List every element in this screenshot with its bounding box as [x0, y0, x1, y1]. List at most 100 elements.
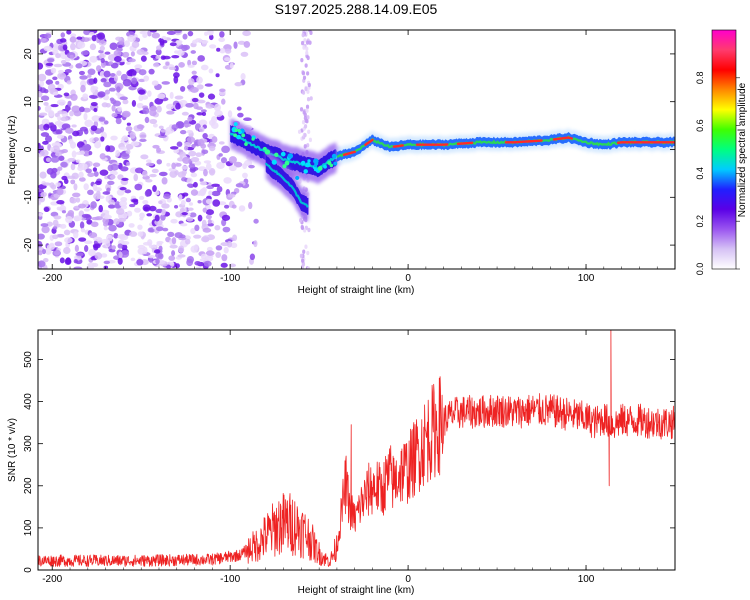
noise-blob — [228, 156, 237, 164]
noise-blob — [83, 112, 88, 121]
noise-blob — [138, 69, 147, 76]
noise-blob — [106, 187, 111, 193]
noise-blob — [188, 202, 194, 206]
noise-blob — [185, 238, 191, 245]
noise-blob — [39, 149, 49, 157]
noise-blob — [115, 150, 121, 157]
noise-blob — [305, 40, 310, 45]
noise-blob — [158, 171, 168, 177]
noise-blob — [299, 253, 304, 258]
noise-blob — [197, 139, 205, 147]
noise-blob — [55, 129, 63, 135]
noise-blob — [137, 231, 144, 237]
noise-blob — [48, 110, 55, 117]
noise-blob — [103, 81, 112, 88]
noise-blob — [67, 157, 76, 162]
noise-blob — [38, 233, 45, 240]
noise-blob — [300, 224, 304, 230]
noise-blob — [80, 84, 86, 93]
noise-blob — [117, 217, 127, 223]
ridge-peak — [364, 138, 374, 146]
noise-blob — [300, 40, 305, 46]
noise-blob — [187, 59, 192, 67]
noise-blob — [142, 107, 150, 115]
noise-blob — [151, 80, 159, 86]
noise-blob — [182, 33, 188, 40]
noise-blob — [93, 107, 98, 113]
noise-blob — [185, 197, 192, 203]
noise-blob — [175, 102, 181, 110]
noise-blob — [70, 93, 78, 101]
noise-blob — [118, 251, 123, 259]
noise-blob — [134, 64, 143, 69]
noise-blob — [115, 117, 122, 125]
spectrogram-y-label: Frequency (Hz) — [7, 116, 18, 185]
noise-blob — [186, 216, 194, 222]
noise-blob — [74, 216, 80, 222]
noise-blob — [227, 193, 236, 198]
noise-blob — [98, 204, 104, 213]
noise-blob — [38, 250, 43, 256]
noise-blob — [121, 177, 129, 182]
noise-blob — [224, 57, 231, 62]
noise-blob — [149, 173, 157, 178]
spectrogram-y-axis: -20 -10 0 10 20 — [23, 48, 675, 252]
noise-blob — [107, 204, 116, 209]
noise-blob — [38, 106, 41, 111]
noise-blob — [40, 95, 50, 102]
noise-blob — [39, 112, 48, 117]
snr-series-line — [38, 330, 675, 567]
noise-blob — [221, 98, 226, 105]
noise-blob — [87, 68, 96, 76]
ridge-left-band — [230, 124, 340, 178]
noise-blob — [189, 212, 197, 218]
noise-blob — [199, 258, 209, 262]
noise-blob — [116, 86, 121, 93]
noise-blob — [147, 30, 152, 37]
noise-blob — [187, 64, 195, 68]
noise-blob — [197, 214, 203, 222]
ridge-right-band — [336, 131, 675, 162]
noise-blob — [57, 72, 67, 80]
noise-blob — [154, 190, 160, 196]
noise-blob — [100, 136, 105, 142]
noise-blob — [248, 164, 255, 169]
noise-blob — [170, 218, 178, 224]
noise-blob — [306, 97, 311, 102]
noise-blob — [110, 62, 119, 69]
noise-blob — [61, 210, 67, 214]
noise-blob — [109, 42, 118, 51]
noise-blob — [99, 153, 106, 160]
noise-blob — [208, 119, 216, 126]
noise-blob — [129, 131, 136, 139]
noise-blob — [204, 31, 209, 36]
noise-blob — [302, 45, 306, 50]
noise-blob — [147, 227, 154, 233]
noise-blob — [108, 199, 115, 205]
noise-blob — [65, 127, 74, 134]
noise-blob — [83, 208, 91, 212]
noise-blob — [156, 240, 164, 245]
noise-blob — [301, 258, 305, 263]
ridge-peak-segments — [342, 136, 675, 156]
noise-blob — [108, 224, 117, 232]
ridge-speck — [329, 163, 334, 168]
noise-blob — [91, 115, 101, 122]
noise-blob — [103, 70, 111, 78]
noise-blob — [158, 200, 163, 205]
noise-blob — [151, 32, 161, 39]
noise-blob — [230, 242, 238, 249]
x-tick-label: -200 — [42, 273, 62, 284]
noise-blob — [97, 91, 106, 98]
noise-blob — [139, 212, 145, 219]
noise-blob — [191, 60, 197, 66]
noise-blob — [50, 103, 59, 108]
noise-blob — [83, 30, 91, 36]
noise-blob — [236, 106, 242, 111]
noise-blob — [214, 225, 221, 231]
ridge-speck — [282, 164, 287, 169]
noise-blob — [85, 168, 92, 174]
noise-blob — [207, 222, 214, 227]
noise-blob — [142, 204, 151, 212]
noise-blob — [72, 130, 80, 137]
